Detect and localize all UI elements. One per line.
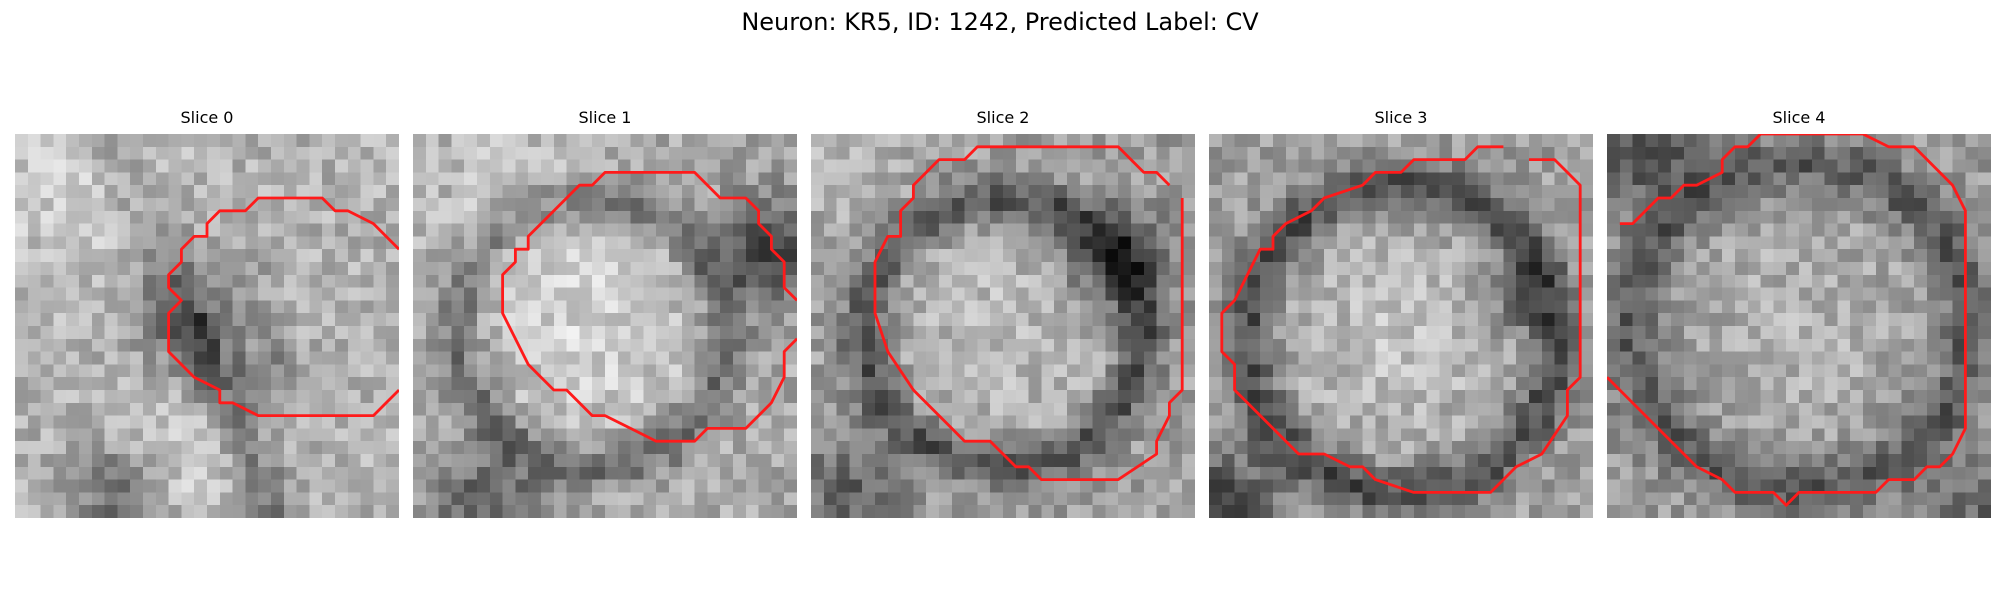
roi-contour-2 <box>873 145 1184 482</box>
slice-title-0: Slice 0 <box>180 108 234 127</box>
slice-image-0 <box>15 134 399 518</box>
slice-panel-2: Slice 2 <box>811 108 1195 518</box>
slice-image-2 <box>811 134 1195 518</box>
slice-title-2: Slice 2 <box>976 108 1030 127</box>
slice-image-4 <box>1607 134 1991 518</box>
slice-title-4: Slice 4 <box>1772 108 1826 127</box>
roi-contour-0 <box>167 196 399 418</box>
roi-contour-1 <box>501 170 797 443</box>
roi-contour-3 <box>1220 145 1582 494</box>
slice-panel-0: Slice 0 <box>15 108 399 518</box>
slice-image-3 <box>1209 134 1593 518</box>
figure-title: Neuron: KR5, ID: 1242, Predicted Label: … <box>741 8 1259 36</box>
slice-panel-4: Slice 4 <box>1607 108 1991 518</box>
slice-title-1: Slice 1 <box>578 108 632 127</box>
slice-image-1 <box>413 134 797 518</box>
slice-title-3: Slice 3 <box>1374 108 1428 127</box>
slice-panel-1: Slice 1 <box>413 108 797 518</box>
roi-contour-4 <box>1607 134 1967 507</box>
slice-panel-3: Slice 3 <box>1209 108 1593 518</box>
